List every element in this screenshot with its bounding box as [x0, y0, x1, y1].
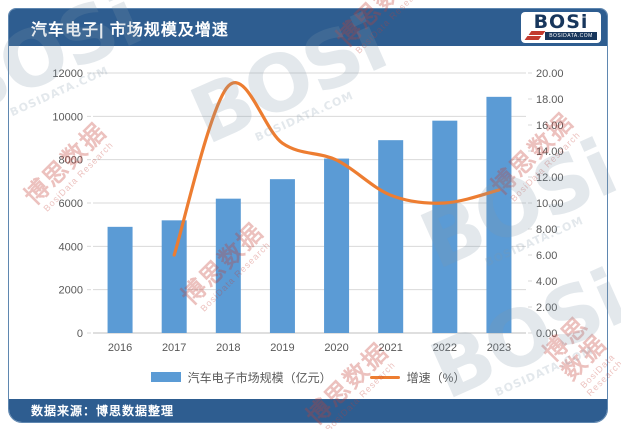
- axis-tick-label: 2017: [162, 342, 186, 354]
- axis-tick-label: 2018: [216, 342, 240, 354]
- axis-tick-label: 2022: [433, 342, 457, 354]
- axis-tick-label: 14.00: [536, 146, 564, 158]
- axis-tick-label: 18.00: [536, 94, 564, 106]
- legend-item-market-size: 汽车电子市场规模（亿元）: [150, 369, 332, 386]
- axis-tick-label: 2000: [59, 285, 83, 297]
- axis-tick-label: 2020: [324, 342, 348, 354]
- card-header: 汽车电子| 市场规模及增速 BOSi BOSIDATA.COM: [9, 9, 607, 46]
- axis-tick-label: 2016: [108, 342, 132, 354]
- page-title: 汽车电子| 市场规模及增速: [31, 21, 229, 39]
- logo-domain-text: BOSIDATA.COM: [545, 32, 597, 40]
- axis-tick-label: 6000: [59, 198, 83, 210]
- axis-tick-label: 2019: [270, 342, 294, 354]
- bar: [215, 198, 241, 333]
- bar: [107, 226, 133, 333]
- axis-tick-label: 8.00: [536, 224, 557, 236]
- growth-line: [172, 81, 501, 257]
- chart-canvas: 0 2000 4000 6000 8000 10000 12000 0.00 2.00 4.00 6…: [52, 68, 564, 354]
- axis-tick-label: 2.00: [536, 302, 557, 314]
- bar: [324, 158, 350, 333]
- bar-swatch-icon: [150, 372, 181, 382]
- bar: [486, 96, 512, 333]
- card-footer: 数据来源：博思数据整理: [9, 399, 607, 422]
- axis-tick-label: 10000: [52, 111, 83, 123]
- legend-label: 汽车电子市场规模（亿元）: [187, 370, 332, 385]
- chart-card: 汽车电子| 市场规模及增速 BOSi BOSIDATA.COM 0 2000 400…: [8, 8, 608, 423]
- bar: [432, 120, 458, 334]
- axis-tick-label: 0: [77, 328, 83, 340]
- bar: [161, 220, 187, 333]
- line-swatch-icon: [369, 375, 400, 379]
- legend-label: 增速（%）: [406, 370, 466, 385]
- axis-tick-label: 4.00: [536, 276, 557, 288]
- axis-tick-label: 12000: [52, 68, 83, 80]
- axis-tick-label: 8000: [59, 155, 83, 167]
- axis-tick-label: 12.00: [536, 172, 564, 184]
- bosi-logo: BOSi BOSIDATA.COM: [521, 12, 601, 43]
- axis-tick-label: 0.00: [536, 328, 557, 340]
- axis-tick-label: 4000: [59, 241, 83, 253]
- bar: [269, 179, 295, 333]
- axis-tick-label: 10.00: [536, 198, 564, 210]
- axis-tick-label: 16.00: [536, 120, 564, 132]
- logo-brand-text: BOSi: [533, 12, 589, 33]
- axis-tick-label: 6.00: [536, 250, 557, 262]
- axis-tick-label: 2023: [487, 342, 511, 354]
- axis-tick-label: 20.00: [536, 68, 564, 80]
- combo-chart: 0 2000 4000 6000 8000 10000 12000 0.00 2.00 4.00 6…: [9, 46, 607, 401]
- axis-tick-label: 2021: [378, 342, 402, 354]
- logo-stripe-icon: [528, 31, 546, 35]
- data-source-text: 数据来源：博思数据整理: [31, 404, 175, 418]
- bar: [378, 140, 404, 333]
- legend-item-growth: 增速（%）: [369, 369, 466, 386]
- chart-legend: 汽车电子市场规模（亿元） 增速（%）: [9, 367, 607, 387]
- logo-stripe-icon: [524, 36, 542, 40]
